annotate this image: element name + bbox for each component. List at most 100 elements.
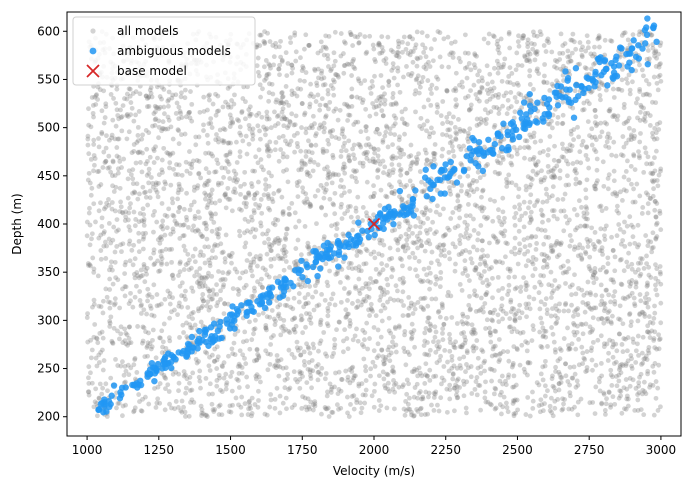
all-models-point	[299, 101, 305, 106]
all-models-point	[143, 230, 149, 236]
all-models-point	[288, 304, 294, 310]
all-models-point	[552, 174, 558, 180]
all-models-point	[645, 304, 651, 310]
all-models-point	[606, 292, 612, 298]
all-models-point	[113, 123, 119, 129]
all-models-point	[249, 268, 254, 274]
all-models-point	[421, 266, 427, 272]
all-models-point	[247, 251, 253, 257]
all-models-point	[355, 338, 361, 344]
all-models-point	[612, 301, 618, 307]
all-models-point	[96, 184, 102, 189]
all-models-point	[549, 174, 554, 180]
all-models-point	[629, 266, 635, 272]
all-models-point	[203, 220, 208, 226]
all-models-point	[466, 61, 472, 66]
all-models-point	[240, 352, 246, 358]
all-models-point	[140, 231, 146, 236]
all-models-point	[158, 301, 164, 307]
all-models-point	[141, 219, 147, 224]
all-models-point	[639, 211, 645, 216]
all-models-point	[624, 386, 630, 392]
all-models-point	[594, 167, 600, 173]
all-models-point	[481, 360, 487, 366]
all-models-point	[437, 284, 443, 290]
all-models-point	[441, 36, 447, 42]
all-models-point	[355, 194, 361, 200]
all-models-point	[252, 358, 257, 364]
all-models-point	[130, 91, 136, 96]
all-models-point	[100, 335, 106, 341]
all-models-point	[363, 387, 369, 393]
all-models-point	[236, 370, 242, 376]
all-models-point	[386, 344, 392, 350]
all-models-point	[97, 330, 103, 336]
all-models-point	[465, 273, 470, 279]
all-models-point	[177, 283, 183, 289]
all-models-point	[628, 281, 634, 287]
all-models-point	[560, 112, 566, 118]
all-models-point	[580, 138, 586, 144]
all-models-point	[289, 70, 295, 76]
all-models-point	[653, 130, 659, 136]
all-models-point	[89, 380, 95, 386]
all-models-point	[275, 313, 281, 319]
all-models-point	[620, 321, 626, 327]
all-models-point	[238, 404, 244, 410]
all-models-point	[531, 296, 537, 302]
all-models-point	[218, 241, 224, 247]
all-models-point	[250, 133, 256, 138]
all-models-point	[627, 241, 633, 247]
all-models-point	[499, 373, 505, 379]
all-models-point	[565, 325, 570, 331]
all-models-point	[425, 319, 431, 325]
all-models-point	[164, 261, 170, 267]
all-models-point	[484, 63, 490, 69]
all-models-point	[320, 82, 326, 88]
all-models-point	[351, 142, 357, 148]
all-models-point	[456, 144, 462, 149]
all-models-point	[176, 273, 181, 278]
all-models-point	[431, 151, 437, 157]
all-models-point	[647, 335, 653, 340]
all-models-point	[153, 144, 158, 150]
all-models-point	[459, 79, 465, 85]
all-models-point	[641, 73, 646, 79]
all-models-point	[466, 193, 472, 198]
all-models-point	[542, 62, 547, 67]
all-models-point	[167, 152, 173, 158]
all-models-point	[633, 100, 639, 106]
all-models-point	[196, 281, 202, 287]
all-models-point	[164, 225, 170, 231]
all-models-point	[419, 209, 425, 215]
all-models-point	[641, 170, 647, 175]
all-models-point	[528, 209, 534, 215]
all-models-point	[610, 86, 616, 92]
all-models-point	[291, 295, 297, 301]
all-models-point	[557, 372, 563, 377]
all-models-point	[651, 412, 657, 418]
all-models-point	[310, 113, 316, 119]
all-models-point	[409, 160, 415, 166]
all-models-point	[267, 207, 273, 213]
all-models-point	[658, 61, 663, 67]
all-models-point	[293, 113, 299, 119]
all-models-point	[516, 308, 522, 314]
all-models-point	[126, 241, 132, 247]
all-models-point	[478, 370, 484, 376]
all-models-point	[187, 322, 193, 328]
all-models-point	[647, 92, 653, 98]
all-models-point	[128, 100, 134, 105]
all-models-point	[456, 117, 461, 122]
all-models-point	[538, 32, 544, 37]
all-models-point	[146, 166, 152, 172]
all-models-point	[341, 51, 346, 56]
all-models-point	[230, 120, 235, 126]
all-models-point	[162, 179, 168, 185]
all-models-point	[438, 252, 444, 258]
all-models-point	[491, 104, 497, 110]
all-models-point	[583, 249, 588, 255]
all-models-point	[255, 279, 260, 285]
all-models-point	[259, 276, 264, 282]
all-models-point	[349, 266, 355, 272]
